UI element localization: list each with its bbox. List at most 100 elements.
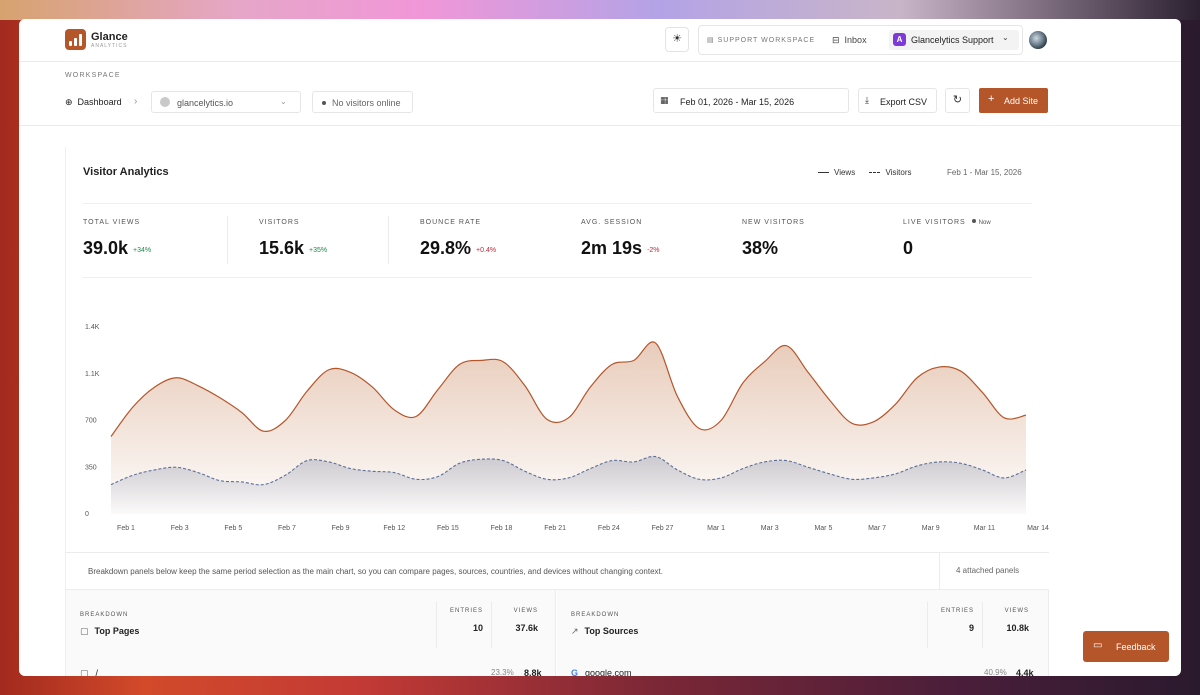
- x-tick-label: Feb 21: [544, 525, 566, 532]
- x-tick-label: Mar 1: [707, 525, 725, 532]
- panel-views: VIEWS 10.8k: [982, 602, 1037, 648]
- inbox-link[interactable]: ⊟ Inbox: [832, 35, 867, 46]
- status-dot-icon: [322, 101, 326, 105]
- breadcrumb-dashboard[interactable]: ⊕ Dashboard: [65, 97, 122, 108]
- x-tick-label: Feb 24: [598, 525, 620, 532]
- external-link-icon: ↗: [571, 626, 579, 636]
- avatar[interactable]: [1029, 31, 1047, 49]
- kpi-change: +34%: [133, 247, 152, 254]
- visitor-analytics-card: Visitor Analytics Views Visitors Feb 1 -…: [65, 147, 1049, 676]
- account-name: Glancelytics Support: [911, 35, 994, 45]
- calendar-icon: ▦: [660, 95, 669, 105]
- visitors-status-text: No visitors online: [332, 98, 401, 108]
- workspace-group: ▤ SUPPORT WORKSPACE ⊟ Inbox A Glancelytics…: [698, 25, 1023, 55]
- stat-value: 37.6k: [515, 623, 538, 633]
- y-tick-label: 700: [85, 418, 97, 425]
- chart-legend: Views Visitors: [818, 168, 924, 177]
- kpi-avg-session: AVG. SESSION 2m 19s -2%: [581, 204, 731, 278]
- kpi-visitors: VISITORS 15.6k +35%: [259, 204, 389, 278]
- kpi-change: +0.4%: [476, 247, 497, 254]
- panel-top-sources: BREAKDOWN ↗ Top Sources ENTRIES 9 VIEWS 1…: [557, 590, 1049, 676]
- panel-views: VIEWS 37.6k: [491, 602, 546, 648]
- x-tick-label: Mar 7: [868, 525, 886, 532]
- site-favicon-icon: [160, 97, 170, 107]
- download-icon: ⤓: [865, 95, 869, 105]
- x-tick-label: Feb 3: [171, 525, 189, 532]
- x-tick-label: Feb 7: [278, 525, 296, 532]
- desktop-background: [0, 0, 1200, 20]
- export-csv-button[interactable]: ⤓ Export CSV: [858, 88, 937, 113]
- series-line-visitors: [110, 455, 1027, 486]
- y-tick-label: 0: [85, 511, 89, 518]
- kpi-live-visitors: LIVE VISITORS Now 0: [903, 204, 1032, 278]
- kpi-bounce-rate: BOUNCE RATE 29.8% +0.4%: [420, 204, 580, 278]
- theme-toggle-button[interactable]: ☀: [665, 27, 689, 52]
- kpi-new-visitors: NEW VISITORS 38%: [742, 204, 892, 278]
- google-icon: G: [571, 668, 579, 676]
- feedback-button[interactable]: ▭ Feedback: [1083, 631, 1169, 662]
- chevron-right-icon: ›: [134, 96, 138, 107]
- kpi-label: LIVE VISITORS Now: [903, 219, 991, 226]
- app-window: Glance ANALYTICS ☀ ▤ SUPPORT WORKSPACE ⊟ I…: [19, 19, 1181, 676]
- chart-period: Feb 1 - Mar 15, 2026: [947, 168, 1022, 177]
- list-item[interactable]: ▢ /: [80, 668, 99, 676]
- workspace-caption: WORKSPACE: [65, 72, 121, 79]
- x-tick-label: Feb 15: [437, 525, 459, 532]
- chevron-down-icon: ⌄: [1002, 33, 1009, 42]
- visitor-chart[interactable]: 1.4K 1.1K 700 350 0 Feb 1 Feb 3 Feb 5 Feb 7 Feb 9…: [66, 292, 1049, 532]
- x-tick-label: Feb 12: [383, 525, 405, 532]
- support-workspace-link[interactable]: ▤ SUPPORT WORKSPACE: [707, 36, 815, 44]
- x-tick-label: Feb 5: [224, 525, 242, 532]
- stat-value: 10: [472, 623, 483, 633]
- panel-caption: BREAKDOWN: [80, 612, 129, 618]
- x-tick-label: Feb 27: [652, 525, 674, 532]
- kpi-change: -2%: [647, 247, 660, 254]
- refresh-icon: ↻: [952, 94, 963, 106]
- kpi-label: VISITORS: [259, 219, 300, 226]
- stat-label: VIEWS: [513, 608, 538, 614]
- panel-title: ▢ Top Pages: [80, 626, 140, 636]
- inbox-icon: ⊟: [832, 35, 840, 45]
- add-site-button[interactable]: + Add Site: [979, 88, 1048, 113]
- chevron-down-icon: ⌄: [280, 97, 287, 106]
- stat-value: 10.8k: [1006, 623, 1029, 633]
- stat-label: ENTRIES: [940, 608, 974, 614]
- kpi-label: AVG. SESSION: [581, 219, 643, 226]
- row-percent: 23.3%: [491, 668, 514, 676]
- legend-views[interactable]: Views: [818, 168, 855, 177]
- y-tick-label: 1.1K: [85, 371, 100, 378]
- account-switcher[interactable]: A Glancelytics Support ⌄: [889, 30, 1019, 50]
- building-icon: ▤: [707, 37, 715, 44]
- brand-subtitle: ANALYTICS: [91, 43, 128, 49]
- kpi-value: 29.8% +0.4%: [420, 238, 497, 258]
- kpi-value: 39.0k +34%: [83, 238, 152, 258]
- support-workspace-label: SUPPORT WORKSPACE: [717, 37, 816, 44]
- logo-icon[interactable]: [65, 29, 86, 50]
- site-select[interactable]: glancelytics.io ⌄: [151, 91, 301, 113]
- stat-label: VIEWS: [1004, 608, 1029, 614]
- kpi-value: 15.6k +35%: [259, 238, 328, 258]
- panel-caption: BREAKDOWN: [571, 612, 620, 618]
- x-tick-label: Feb 18: [491, 525, 513, 532]
- legend-visitors-label: Visitors: [885, 168, 912, 177]
- row-value: 4.4k: [1016, 668, 1034, 676]
- panel-entries: ENTRIES 10: [436, 602, 491, 648]
- kpi-change: +35%: [309, 247, 328, 254]
- series-line-views: [110, 341, 1027, 437]
- attached-panels-count[interactable]: 4 attached panels: [939, 553, 1049, 589]
- site-select-value: glancelytics.io: [177, 98, 234, 108]
- x-tick-label: Mar 3: [761, 525, 779, 532]
- stat-value: 9: [968, 623, 974, 633]
- x-tick-label: Feb 9: [332, 525, 350, 532]
- date-range-picker[interactable]: ▦ Feb 01, 2026 - Mar 15, 2026: [653, 88, 849, 113]
- breakdown-note-text: Breakdown panels below keep the same per…: [88, 567, 663, 576]
- x-tick-label: Mar 9: [922, 525, 940, 532]
- breadcrumb-label: Dashboard: [77, 97, 122, 107]
- panel-entries: ENTRIES 9: [927, 602, 982, 648]
- account-badge: A: [893, 33, 906, 46]
- sun-icon: ☀: [672, 33, 682, 45]
- panel-top-pages: BREAKDOWN ▢ Top Pages ENTRIES 10 VIEWS 37…: [66, 590, 556, 676]
- refresh-button[interactable]: ↻: [945, 88, 970, 113]
- legend-visitors[interactable]: Visitors: [869, 168, 912, 177]
